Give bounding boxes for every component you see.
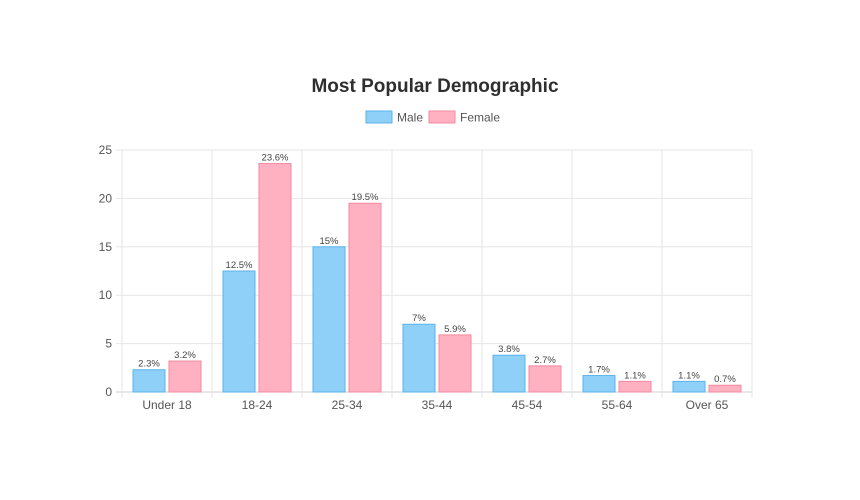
x-tick-label: 25-34	[332, 398, 363, 412]
data-label: 7%	[412, 313, 426, 324]
legend-label-female: Female	[460, 111, 500, 125]
legend-label-male: Male	[397, 111, 423, 125]
x-tick-label: Under 18	[142, 398, 192, 412]
data-label: 23.6%	[262, 153, 289, 164]
data-label: 2.3%	[138, 359, 160, 370]
legend-swatch-female	[428, 110, 456, 124]
bar-female	[258, 163, 292, 393]
data-label: 2.7%	[534, 355, 556, 366]
bar-female	[618, 380, 652, 393]
bar-female	[528, 365, 562, 393]
y-tick-label: 10	[99, 288, 113, 302]
bar-male	[402, 323, 436, 393]
legend-swatch-male	[365, 110, 393, 124]
data-label: 3.8%	[498, 344, 520, 355]
y-tick-label: 0	[105, 385, 112, 399]
bar-male	[312, 246, 346, 393]
y-tick-label: 5	[105, 337, 112, 351]
bar-male	[222, 270, 256, 393]
data-label: 15%	[319, 236, 339, 247]
x-tick-label: 55-64	[602, 398, 633, 412]
bar-male	[582, 375, 616, 393]
legend: Male Female	[365, 110, 500, 125]
bar-male	[672, 380, 706, 393]
data-label: 1.7%	[588, 365, 610, 376]
data-label: 1.1%	[678, 370, 700, 381]
bar-female	[168, 360, 202, 393]
data-label: 1.1%	[624, 370, 646, 381]
bar-female	[348, 202, 382, 393]
bar-male	[132, 369, 166, 393]
x-tick-label: Over 65	[686, 398, 729, 412]
legend-item-male[interactable]: Male	[365, 110, 423, 125]
bar-female	[438, 334, 472, 393]
chart-title: Most Popular Demographic	[311, 76, 558, 97]
data-label: 12.5%	[226, 260, 253, 271]
bar-female	[708, 384, 742, 393]
data-label: 0.7%	[714, 374, 736, 385]
data-label: 5.9%	[444, 324, 466, 335]
data-label: 3.2%	[174, 350, 196, 361]
data-label: 19.5%	[352, 192, 379, 203]
y-tick-label: 25	[99, 143, 113, 157]
plot-area: 0 5 10 15 20 25 2.3% 3.2% Under 18 12.5% 23.6% 18-2…	[99, 143, 753, 412]
y-tick-label: 15	[99, 240, 113, 254]
bar-male	[492, 354, 526, 393]
y-tick-label: 20	[99, 191, 113, 205]
x-tick-label: 35-44	[422, 398, 453, 412]
x-tick-label: 18-24	[242, 398, 273, 412]
legend-item-female[interactable]: Female	[428, 110, 500, 125]
x-tick-label: 45-54	[512, 398, 543, 412]
